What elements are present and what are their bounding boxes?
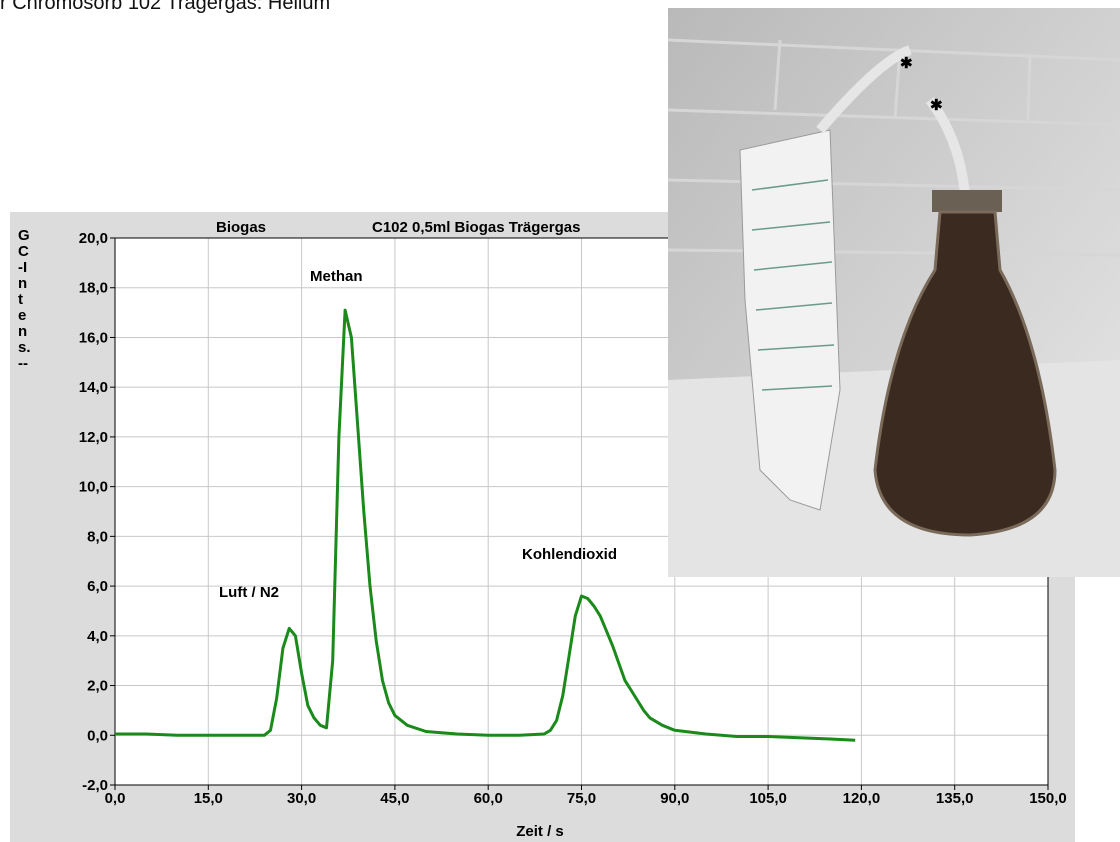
y-tick-label: 2,0 (87, 678, 108, 695)
background (1075, 577, 1120, 842)
y-tick-label: 10,0 (79, 479, 108, 496)
x-tick-label: 105,0 (749, 790, 787, 807)
y-tick-label: 18,0 (79, 280, 108, 297)
annotation: Kohlendioxid (522, 546, 617, 563)
y-tick-label: -2,0 (82, 777, 108, 794)
photo: ✱ ✱ (667, 8, 1120, 577)
x-tick-label: 30,0 (287, 790, 316, 807)
header-note: r Chromosorb 102 Trägergas: Helium (0, 0, 331, 14)
x-tick-label: 135,0 (936, 790, 974, 807)
svg-text:✱: ✱ (930, 97, 943, 114)
y-tick-label: 4,0 (87, 628, 108, 645)
y-tick-label: 20,0 (79, 230, 108, 247)
x-tick-label: 15,0 (194, 790, 223, 807)
x-tick-label: 90,0 (660, 790, 689, 807)
x-tick-label: 150,0 (1029, 790, 1067, 807)
y-tick-label: 8,0 (87, 528, 108, 545)
y-tick-label: 0,0 (87, 727, 108, 744)
y-tick-label: 16,0 (79, 329, 108, 346)
y-axis-label: GC-Intens.-- (18, 227, 31, 372)
chart-title: Biogas (216, 219, 266, 236)
x-axis-label: Zeit / s (516, 823, 564, 840)
x-tick-label: 0,0 (105, 790, 126, 807)
x-tick-label: 60,0 (474, 790, 503, 807)
x-tick-label: 75,0 (567, 790, 596, 807)
data-line (115, 308, 856, 742)
x-tick-label: 120,0 (843, 790, 881, 807)
annotation: Luft / N2 (219, 584, 279, 601)
y-tick-label: 14,0 (79, 379, 108, 396)
svg-text:✱: ✱ (900, 55, 913, 72)
chart-subtitle: C102 0,5ml Biogas Trägergas (372, 219, 580, 236)
x-tick-label: 45,0 (380, 790, 409, 807)
y-tick-label: 12,0 (79, 429, 108, 446)
annotation: Methan (310, 268, 363, 285)
y-tick-label: 6,0 (87, 578, 108, 595)
